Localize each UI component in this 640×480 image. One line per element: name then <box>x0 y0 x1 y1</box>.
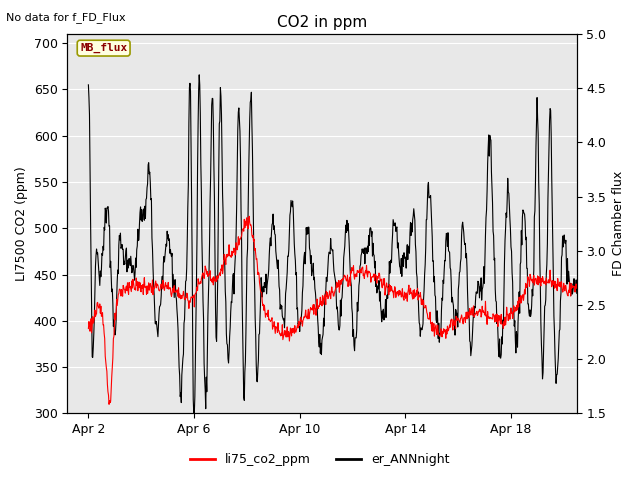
Legend: li75_co2_ppm, er_ANNnight: li75_co2_ppm, er_ANNnight <box>186 448 454 471</box>
Y-axis label: FD Chamber flux: FD Chamber flux <box>612 171 625 276</box>
Text: MB_flux: MB_flux <box>80 43 127 53</box>
Text: No data for f_FD_Flux: No data for f_FD_Flux <box>6 12 126 23</box>
Title: CO2 in ppm: CO2 in ppm <box>277 15 367 30</box>
Y-axis label: LI7500 CO2 (ppm): LI7500 CO2 (ppm) <box>15 167 28 281</box>
